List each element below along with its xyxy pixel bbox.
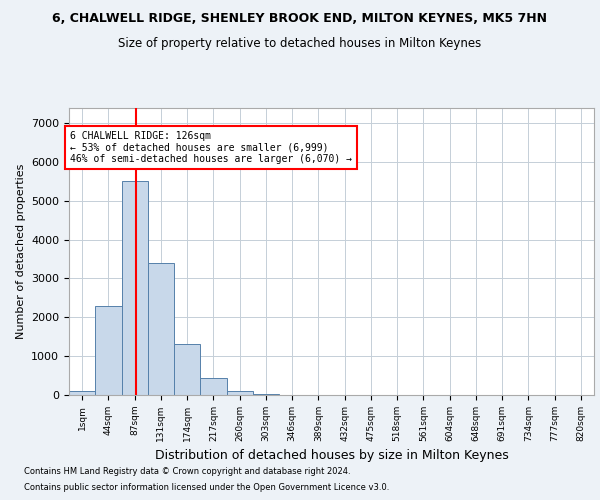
X-axis label: Distribution of detached houses by size in Milton Keynes: Distribution of detached houses by size …	[155, 450, 508, 462]
Text: 6, CHALWELL RIDGE, SHENLEY BROOK END, MILTON KEYNES, MK5 7HN: 6, CHALWELL RIDGE, SHENLEY BROOK END, MI…	[53, 12, 548, 26]
Bar	[253, 394, 279, 395]
Text: Size of property relative to detached houses in Milton Keynes: Size of property relative to detached ho…	[118, 38, 482, 51]
Bar	[121, 182, 148, 395]
Text: 6 CHALWELL RIDGE: 126sqm
← 53% of detached houses are smaller (6,999)
46% of sem: 6 CHALWELL RIDGE: 126sqm ← 53% of detach…	[70, 131, 352, 164]
Text: Contains public sector information licensed under the Open Government Licence v3: Contains public sector information licen…	[24, 482, 389, 492]
Bar	[227, 391, 253, 395]
Bar	[69, 391, 95, 395]
Text: Contains HM Land Registry data © Crown copyright and database right 2024.: Contains HM Land Registry data © Crown c…	[24, 468, 350, 476]
Bar	[95, 306, 121, 395]
Bar	[148, 263, 174, 395]
Bar	[174, 344, 200, 395]
Bar	[200, 378, 227, 395]
Y-axis label: Number of detached properties: Number of detached properties	[16, 164, 26, 339]
